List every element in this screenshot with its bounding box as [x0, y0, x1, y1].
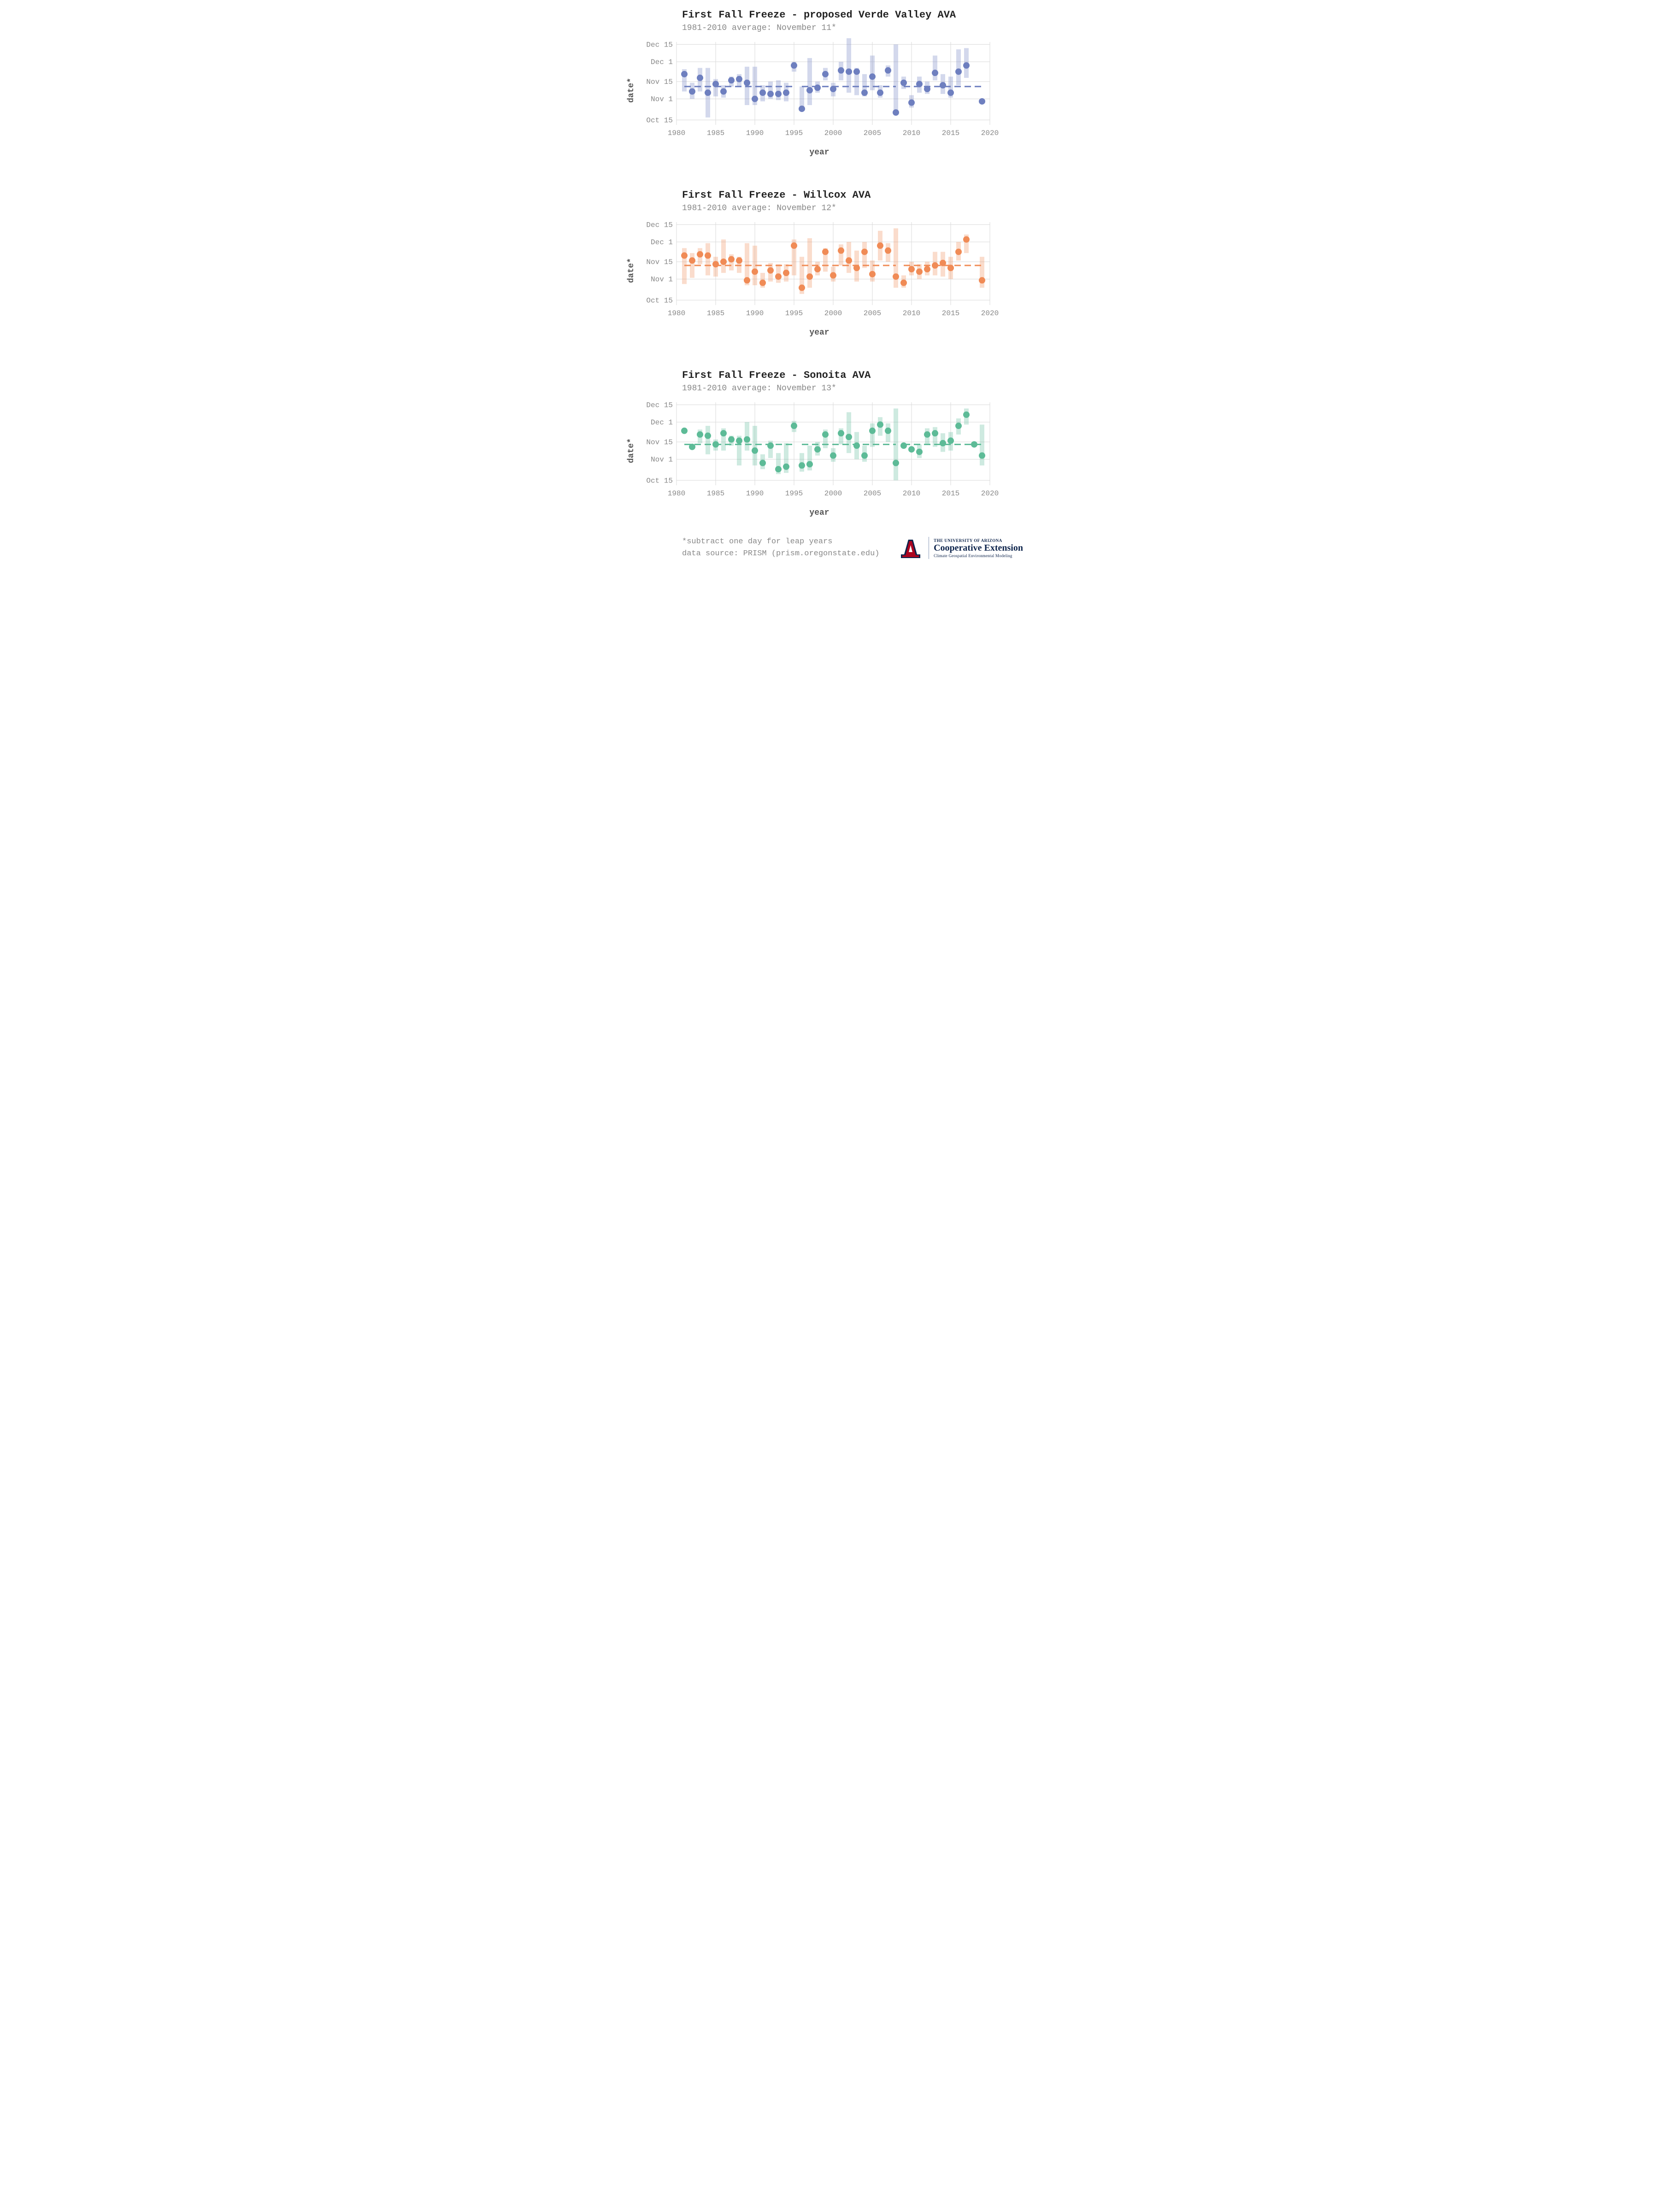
ua-logo-text: THE UNIVERSITY OF ARIZONA Cooperative Ex… [934, 538, 1023, 558]
svg-text:Dec 15: Dec 15 [646, 221, 673, 229]
svg-text:2015: 2015 [942, 129, 959, 137]
svg-text:Dec 1: Dec 1 [651, 238, 673, 247]
chart-subtitle: 1981-2010 average: November 11* [682, 24, 1032, 33]
svg-text:1980: 1980 [668, 129, 685, 137]
svg-text:1995: 1995 [785, 489, 803, 498]
svg-text:2010: 2010 [903, 489, 920, 498]
chart-willcox: Oct 15 Nov 1 Nov 15 Dec 1 Dec 15 1980 1985 1990… [640, 218, 999, 324]
svg-text:Nov 15: Nov 15 [646, 78, 673, 86]
footnote-line2: data source: PRISM (prism.oregonstate.ed… [682, 548, 879, 560]
y-axis-ticks: Oct 15 Nov 1 Nov 15 Dec 1 Dec 15 [646, 221, 673, 305]
y-axis-label: date* [627, 78, 640, 103]
page: First Fall Freeze - proposed Verde Valle… [622, 0, 1037, 565]
svg-text:1980: 1980 [668, 309, 685, 318]
svg-text:Dec 1: Dec 1 [651, 58, 673, 66]
y-axis-ticks: Oct 15 Nov 1 Nov 15 Dec 1 Dec 15 [646, 401, 673, 485]
svg-text:Oct 15: Oct 15 [646, 116, 673, 124]
svg-text:1985: 1985 [707, 129, 724, 137]
svg-text:1985: 1985 [707, 489, 724, 498]
svg-text:1995: 1995 [785, 309, 803, 318]
logo-line1: THE UNIVERSITY OF ARIZONA [934, 538, 1023, 543]
logo-line2: Cooperative Extension [934, 543, 1023, 553]
footer: *subtract one day for leap years data so… [682, 536, 1023, 560]
svg-text:Nov 15: Nov 15 [646, 438, 673, 447]
svg-text:Nov 1: Nov 1 [651, 95, 673, 104]
ua-logo-block: THE UNIVERSITY OF ARIZONA Cooperative Ex… [897, 536, 1023, 560]
svg-text:2005: 2005 [864, 489, 881, 498]
x-axis-ticks: 1980 1985 1990 1995 2000 2005 2010 2015 2020 [668, 309, 999, 318]
svg-text:2005: 2005 [864, 309, 881, 318]
chart-verde: Oct 15 Nov 1 Nov 15 Dec 1 Dec 15 1980 1985 1990… [640, 37, 999, 143]
x-axis-ticks: 1980 1985 1990 1995 2000 2005 2010 2015 2020 [668, 129, 999, 137]
panel-sonoita: First Fall Freeze - Sonoita AVA 1981-201… [627, 370, 1032, 518]
svg-text:2010: 2010 [903, 129, 920, 137]
svg-text:2020: 2020 [981, 129, 999, 137]
svg-text:2000: 2000 [824, 129, 842, 137]
x-axis-label: year [640, 508, 999, 518]
svg-text:1990: 1990 [746, 489, 764, 498]
svg-text:2015: 2015 [942, 489, 959, 498]
svg-text:1980: 1980 [668, 489, 685, 498]
svg-text:1985: 1985 [707, 309, 724, 318]
chart-subtitle: 1981-2010 average: November 12* [682, 204, 1032, 213]
x-axis-ticks: 1980 1985 1990 1995 2000 2005 2010 2015 2020 [668, 489, 999, 498]
footnote: *subtract one day for leap years data so… [682, 536, 879, 559]
chart-subtitle: 1981-2010 average: November 13* [682, 384, 1032, 393]
svg-text:2020: 2020 [981, 309, 999, 318]
svg-text:1995: 1995 [785, 129, 803, 137]
x-axis-label: year [640, 328, 999, 337]
svg-text:2010: 2010 [903, 309, 920, 318]
ua-block-a-icon [897, 536, 924, 560]
svg-text:2000: 2000 [824, 489, 842, 498]
svg-text:Nov 1: Nov 1 [651, 276, 673, 284]
svg-text:Dec 1: Dec 1 [651, 418, 673, 427]
panel-verde: First Fall Freeze - proposed Verde Valle… [627, 9, 1032, 157]
logo-line3: Climate Geospatial Environmental Modelin… [934, 553, 1023, 558]
chart-title: First Fall Freeze - proposed Verde Valle… [682, 9, 1032, 21]
chart-title: First Fall Freeze - Sonoita AVA [682, 370, 1032, 381]
svg-text:1990: 1990 [746, 309, 764, 318]
svg-text:Oct 15: Oct 15 [646, 477, 673, 485]
range-bars [682, 38, 969, 118]
y-axis-label: date* [627, 438, 640, 463]
y-axis-ticks: Oct 15 Nov 1 Nov 15 Dec 1 Dec 15 [646, 41, 673, 124]
y-axis-label: date* [627, 258, 640, 283]
chart-title: First Fall Freeze - Willcox AVA [682, 189, 1032, 201]
svg-text:Nov 15: Nov 15 [646, 258, 673, 266]
panel-willcox: First Fall Freeze - Willcox AVA 1981-201… [627, 189, 1032, 337]
svg-text:1990: 1990 [746, 129, 764, 137]
svg-text:Oct 15: Oct 15 [646, 296, 673, 305]
svg-text:2020: 2020 [981, 489, 999, 498]
x-axis-label: year [640, 148, 999, 157]
svg-text:Nov 1: Nov 1 [651, 456, 673, 464]
chart-sonoita: Oct 15 Nov 1 Nov 15 Dec 1 Dec 15 1980 1985 1990… [640, 398, 999, 504]
svg-text:2000: 2000 [824, 309, 842, 318]
svg-text:2015: 2015 [942, 309, 959, 318]
svg-text:2005: 2005 [864, 129, 881, 137]
footnote-line1: *subtract one day for leap years [682, 536, 879, 548]
svg-text:Dec 15: Dec 15 [646, 401, 673, 409]
svg-text:Dec 15: Dec 15 [646, 41, 673, 49]
